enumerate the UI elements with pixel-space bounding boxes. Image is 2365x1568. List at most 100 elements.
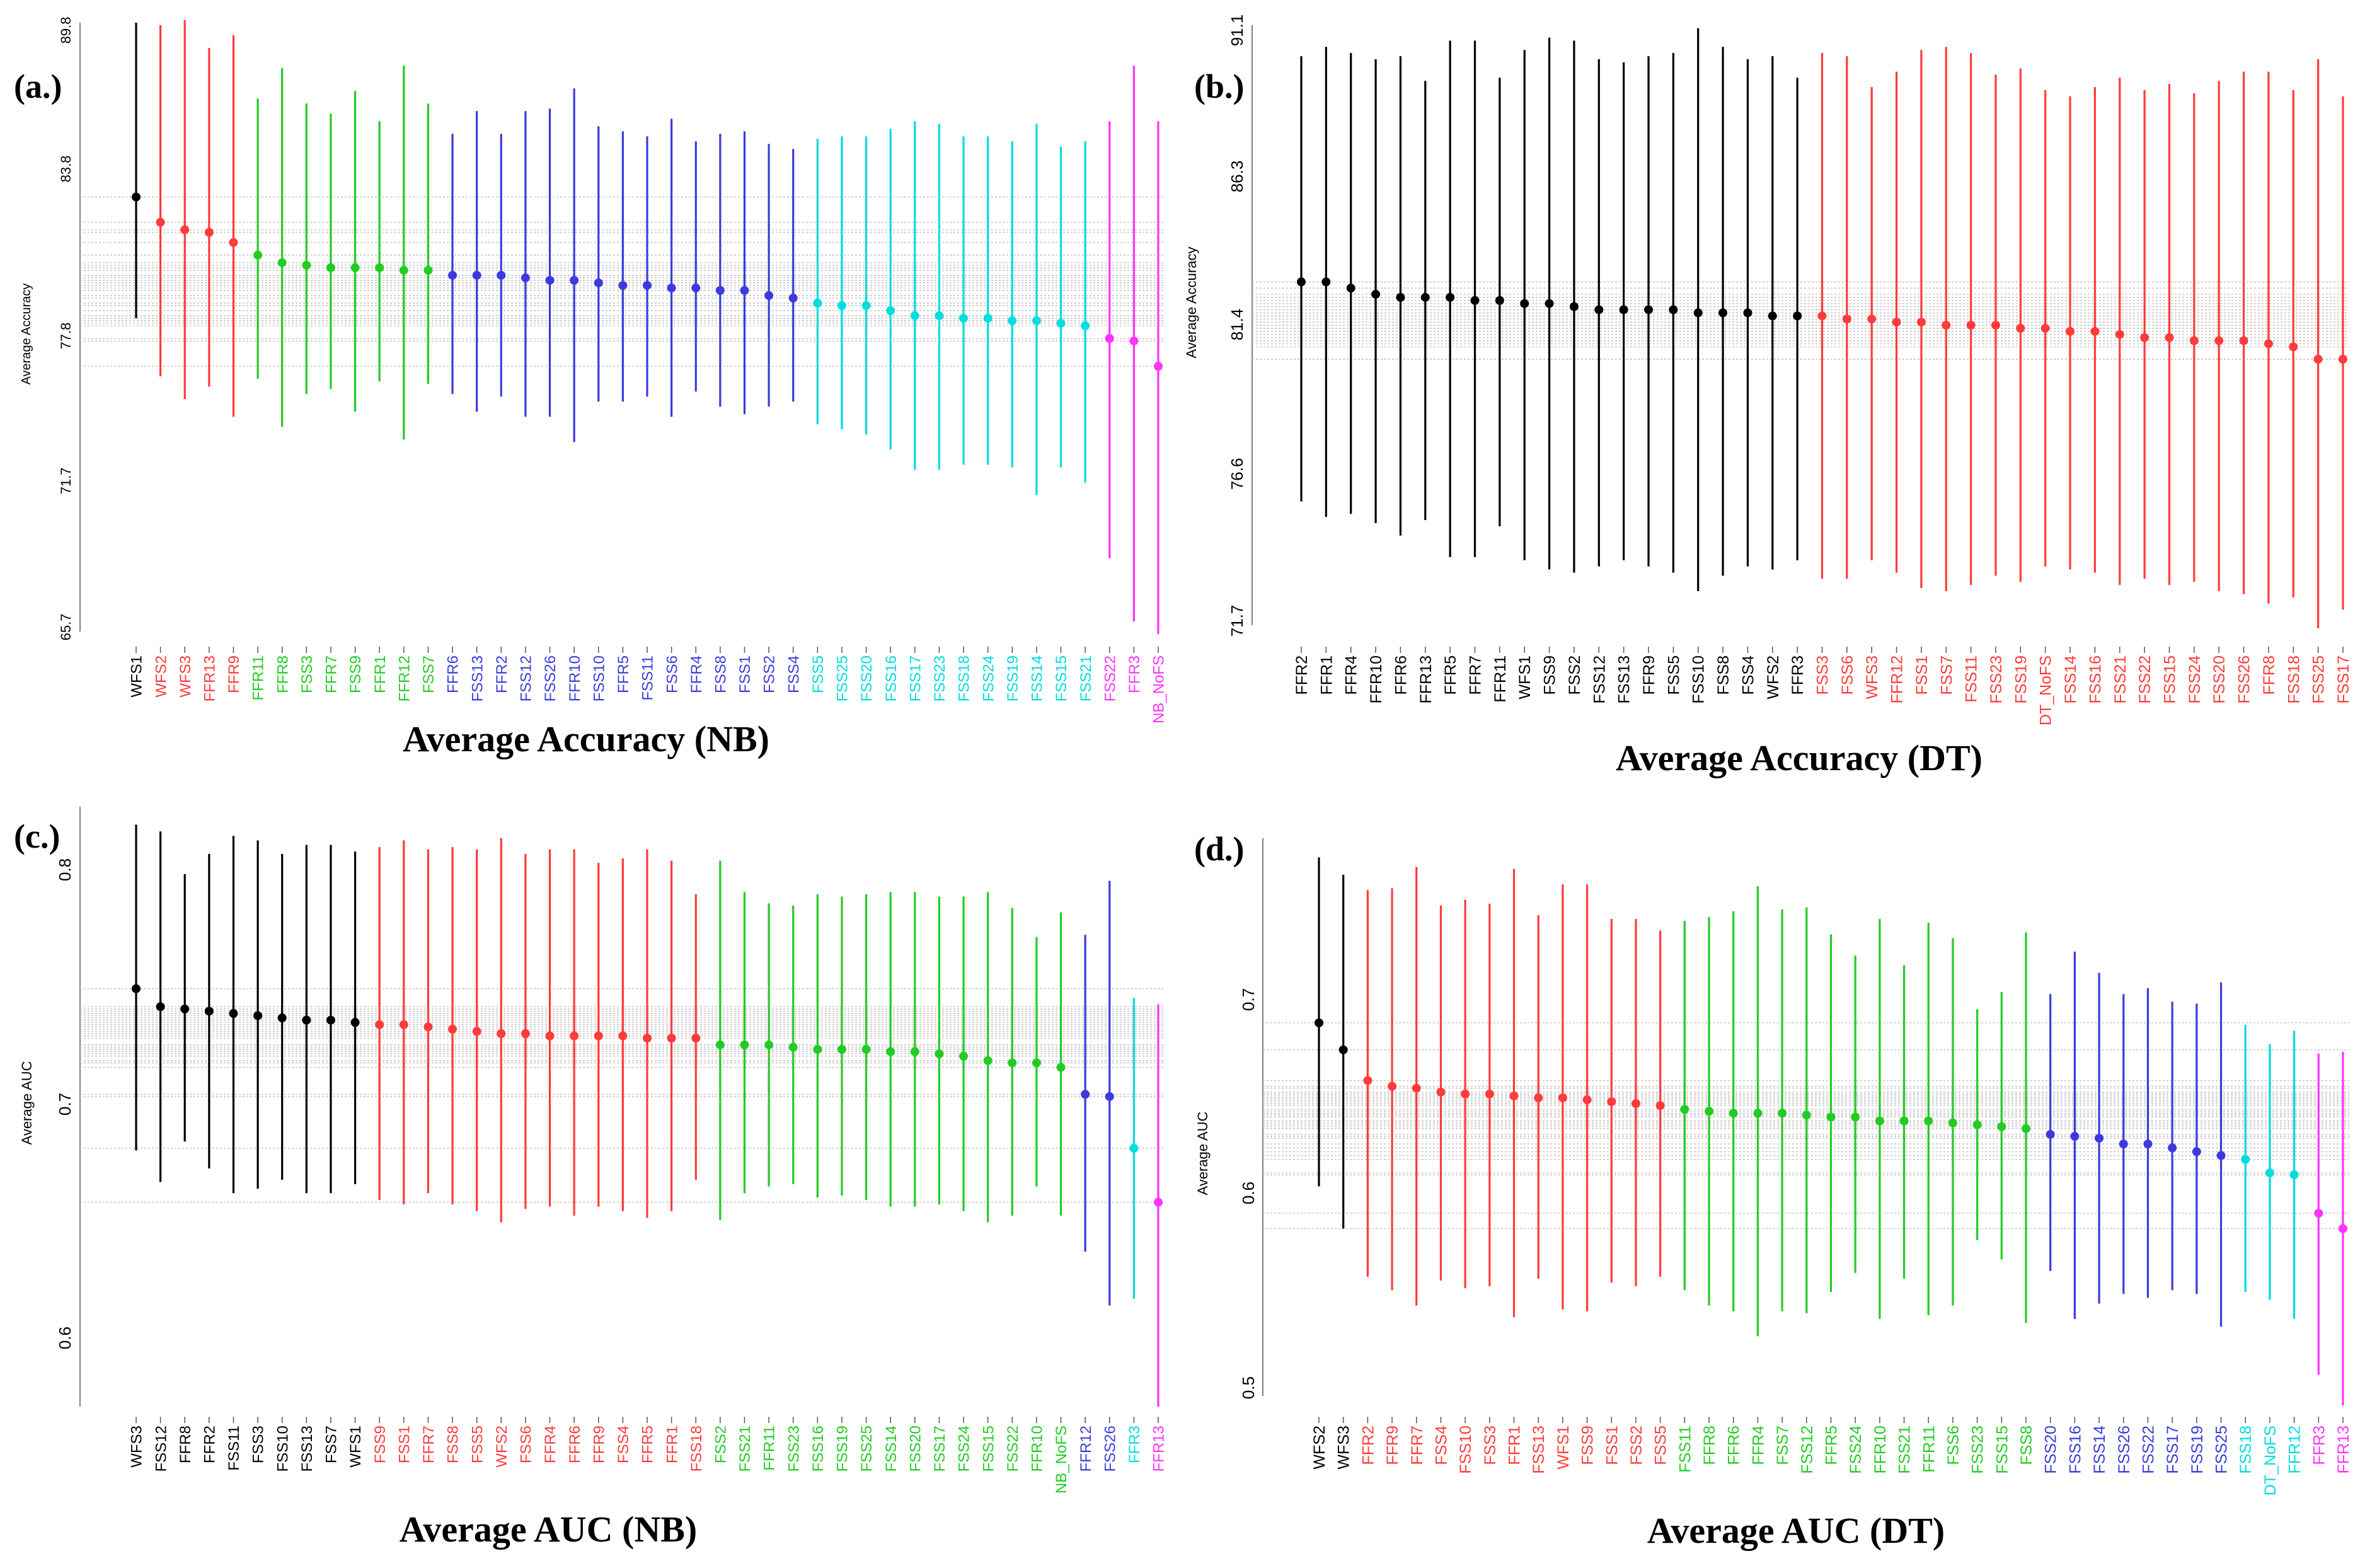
- data-point: [2314, 1209, 2323, 1218]
- x-tick-label: FSS13: [299, 1426, 316, 1472]
- data-point: [1966, 321, 1976, 330]
- marks-d: [1315, 857, 2347, 1406]
- data-point: [910, 311, 919, 320]
- data-point: [2090, 326, 2100, 336]
- data-point: [2216, 1151, 2226, 1160]
- data-point: [1655, 1101, 1665, 1110]
- x-tick-label: DT_NoFS: [2262, 1426, 2279, 1496]
- y-axis-title-d: Average AUC: [1195, 1111, 1211, 1195]
- x-tick-label: FSS16: [2066, 1426, 2084, 1473]
- x-tick-label: FSS24: [2186, 655, 2204, 704]
- data-point: [448, 270, 457, 280]
- x-tick-label: FSS3: [1814, 655, 1832, 695]
- x-tick-label: FSS21: [737, 1426, 754, 1472]
- data-point: [180, 225, 190, 234]
- x-tick-label: FSS14: [2091, 1426, 2109, 1474]
- x-tick-label: FSS22: [2139, 1426, 2157, 1473]
- data-point: [1321, 277, 1331, 287]
- x-tick-label: FFR11: [1492, 655, 1509, 703]
- data-point: [667, 1034, 676, 1043]
- data-point: [423, 265, 433, 275]
- x-tick-label: FFR6: [567, 1426, 584, 1463]
- x-tick-label: FFR4: [542, 1426, 559, 1463]
- data-point: [2022, 1124, 2031, 1133]
- gridlines-c: [79, 807, 1165, 1407]
- x-tick-label: FSS9: [347, 655, 364, 693]
- data-point: [1509, 1091, 1519, 1100]
- x-tick-label: FFR4: [688, 655, 705, 693]
- data-point: [350, 1018, 360, 1027]
- data-point: [277, 1013, 287, 1023]
- x-tick-label: FSS18: [688, 1426, 705, 1472]
- data-point: [399, 1020, 408, 1029]
- x-tick-label: FSS21: [1896, 1426, 1914, 1473]
- data-point: [132, 192, 141, 202]
- data-point: [1924, 1116, 1933, 1126]
- x-tick-label: FSS23: [931, 655, 948, 701]
- data-point: [423, 1022, 433, 1032]
- data-point: [1916, 318, 1926, 327]
- y-axis-title-b: Average Accuracy: [1183, 247, 1199, 359]
- y-tick-label: 71.7: [1228, 605, 1246, 637]
- data-point: [1495, 296, 1504, 305]
- x-tick-label: FSS21: [2112, 655, 2129, 703]
- data-point: [2140, 333, 2149, 342]
- x-tick-label: FFR9: [1384, 1426, 1401, 1465]
- x-tick-label: FFR10: [567, 655, 584, 701]
- y-tick-label: 76.6: [1228, 458, 1246, 490]
- marks-b: [1297, 28, 2347, 628]
- x-tick-label: FSS7: [1938, 655, 1955, 695]
- gridlines-b: [1252, 25, 2349, 625]
- x-tick-label: FSS4: [1432, 1426, 1450, 1465]
- x-tick-label: FSS7: [420, 655, 437, 693]
- data-point: [2143, 1139, 2153, 1149]
- data-point: [1842, 314, 1851, 324]
- x-tick-label: FSS11: [226, 1426, 243, 1471]
- data-point: [521, 273, 530, 282]
- gridlines-d: [1262, 838, 2349, 1396]
- x-tick-label: WFS1: [1516, 655, 1534, 699]
- x-tick-label: FSS19: [834, 1426, 851, 1472]
- data-point: [350, 263, 360, 272]
- x-tick-label: FFR11: [761, 1426, 778, 1471]
- data-point: [1420, 292, 1430, 302]
- data-point: [618, 280, 628, 290]
- y-axis-title-a: Average Accuracy: [20, 284, 33, 385]
- data-point: [740, 1040, 749, 1049]
- x-tick-label: FFR12: [396, 655, 413, 701]
- data-point: [302, 260, 311, 270]
- y-tick-labels-a: 89.8 83.8 77.8 71.7 65.7: [58, 17, 74, 641]
- x-tick-label: FSS8: [1715, 655, 1732, 695]
- data-point: [1619, 305, 1628, 314]
- x-tick-label: FSS12: [518, 655, 535, 701]
- data-point: [837, 301, 846, 310]
- data-point: [715, 285, 725, 295]
- x-tick-label: FFR5: [1823, 1426, 1841, 1465]
- chart-panel-a: (a.) Average Accuracy Average Accuracy (…: [14, 17, 1168, 759]
- x-tick-label: FSS21: [1078, 655, 1095, 701]
- data-point: [1802, 1110, 1811, 1120]
- x-tick-label: FSS1: [396, 1426, 413, 1463]
- data-point: [326, 263, 335, 272]
- data-point: [1371, 289, 1381, 299]
- data-point: [1105, 334, 1114, 343]
- x-tick-label: FFR10: [1872, 1426, 1889, 1473]
- x-tick-label: FSS8: [2018, 1426, 2035, 1465]
- data-point: [2165, 333, 2174, 342]
- x-tick-label: FFR2: [493, 655, 510, 693]
- data-point: [326, 1015, 335, 1025]
- x-tick-label: FFR2: [1359, 1426, 1377, 1465]
- x-tick-label: FSS25: [2213, 1426, 2231, 1473]
- data-point: [1008, 316, 1017, 325]
- data-point: [448, 1024, 457, 1034]
- x-tick-label: FFR2: [201, 1426, 218, 1463]
- x-tick-label: FSS23: [785, 1426, 802, 1472]
- data-point: [1972, 1120, 1982, 1129]
- data-point: [1396, 292, 1405, 302]
- x-tick-label: FSS17: [907, 655, 924, 701]
- x-tick-label: FSS11: [640, 655, 657, 701]
- data-point: [886, 306, 895, 315]
- x-tick-label: NB_NoFS: [1053, 1426, 1070, 1494]
- x-tick-label: FSS19: [1004, 655, 1021, 701]
- data-point: [594, 1031, 603, 1041]
